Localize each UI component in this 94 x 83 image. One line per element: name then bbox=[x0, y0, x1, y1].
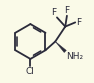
Text: F: F bbox=[51, 8, 57, 17]
Text: Cl: Cl bbox=[26, 67, 35, 76]
Text: F: F bbox=[64, 6, 69, 15]
Text: NH₂: NH₂ bbox=[66, 52, 84, 61]
Text: F: F bbox=[76, 18, 81, 27]
Polygon shape bbox=[55, 42, 66, 53]
